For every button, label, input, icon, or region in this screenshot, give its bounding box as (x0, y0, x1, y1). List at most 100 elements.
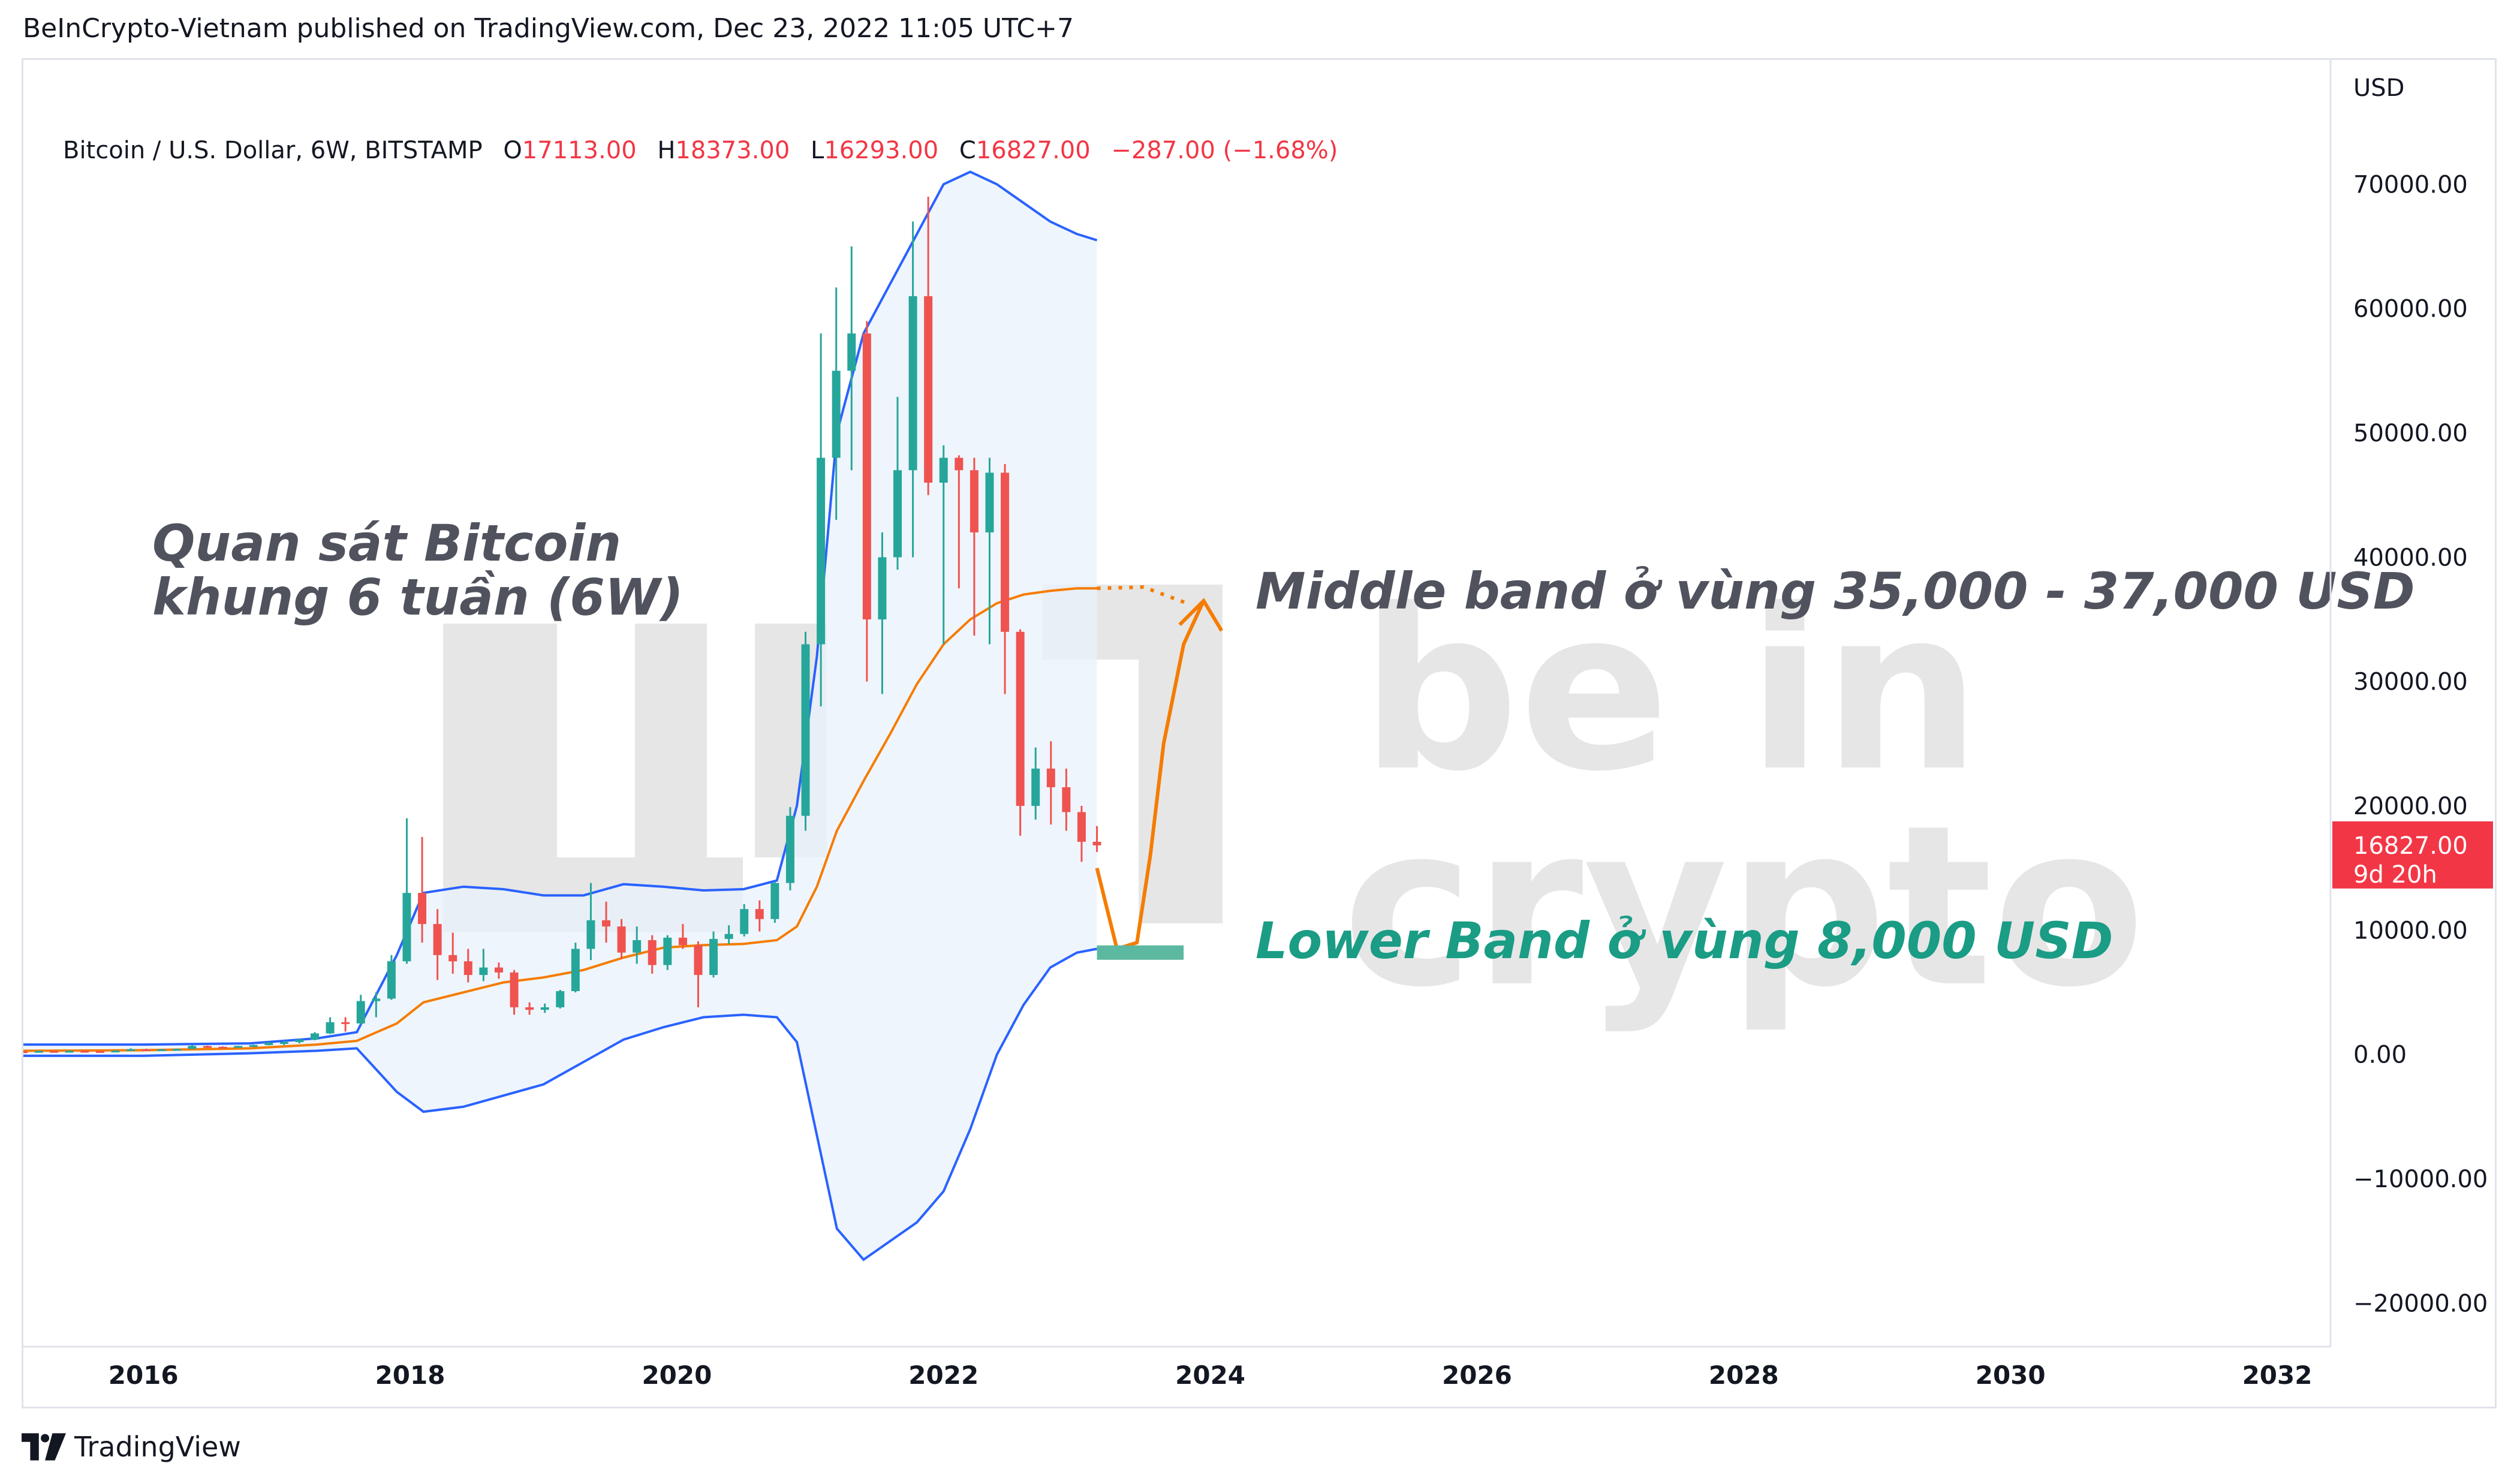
candle-59 (924, 197, 933, 495)
candle-42 (663, 935, 672, 970)
annotation-lower-band: Lower Band ở vùng 8,000 USD (1256, 911, 2113, 970)
candle-body-56 (878, 557, 887, 620)
candle-3 (65, 1050, 74, 1053)
candle-body-37 (586, 920, 595, 949)
candle-38 (602, 901, 611, 943)
annotation-title-line1: Quan sát Bitcoin (152, 514, 621, 573)
candle-31 (494, 962, 503, 979)
candle-body-60 (939, 457, 948, 483)
candle-68 (1062, 768, 1071, 831)
last-price-value: 16827.00 (2353, 832, 2468, 860)
candle-49 (770, 881, 779, 923)
candle-body-65 (1016, 631, 1025, 806)
candle-body-67 (1046, 768, 1055, 787)
y-tick-2: 0.00 (2353, 1041, 2407, 1069)
candle-body-2 (50, 1050, 59, 1053)
x-tick-3: 2022 (908, 1360, 979, 1390)
candle-58 (908, 221, 917, 558)
candle-body-30 (479, 967, 488, 976)
candle-body-3 (65, 1050, 74, 1053)
candle-body-41 (648, 940, 657, 965)
open-value: 17113.00 (522, 137, 637, 164)
high-label: H (657, 137, 676, 164)
candle-body-6 (111, 1050, 120, 1053)
candle-body-34 (540, 1007, 549, 1010)
candle-32 (510, 970, 519, 1015)
candle-2 (50, 1050, 59, 1053)
y-tick-1: −10000.00 (2353, 1166, 2488, 1193)
candle-63 (985, 457, 994, 645)
candle-body-29 (463, 961, 472, 976)
candle-body-47 (740, 909, 749, 934)
candle-11 (188, 1044, 197, 1049)
x-tick-6: 2028 (1709, 1360, 1779, 1390)
candle-25 (402, 818, 411, 964)
candle-body-45 (709, 938, 718, 976)
candle-body-54 (847, 333, 856, 371)
x-tick-1: 2018 (375, 1360, 445, 1390)
x-tick-5: 2026 (1442, 1360, 1512, 1390)
candle-6 (111, 1050, 120, 1053)
candle-body-59 (924, 296, 933, 483)
projection-arrowhead (1178, 598, 1224, 632)
price-axis-currency: USD (2353, 74, 2404, 102)
change-value: −287.00 (−1.68%) (1111, 137, 1338, 164)
watermark-text-line1: be in (1360, 562, 1981, 820)
candle-34 (540, 1003, 549, 1013)
last-price-countdown: 9d 20h (2353, 861, 2437, 889)
candle-body-53 (832, 371, 841, 458)
close-label: C (959, 137, 976, 164)
x-tick-0: 2016 (109, 1360, 179, 1390)
candle-body-27 (433, 924, 442, 955)
projection (1095, 585, 1224, 960)
candle-66 (1031, 747, 1040, 820)
candle-17 (279, 1040, 288, 1045)
chart-frame[interactable]: be in crypto Quan sát Bitcoin khung 6 tuần… (22, 58, 2497, 1408)
candle-body-0 (23, 1051, 28, 1053)
candle-57 (893, 396, 902, 570)
candle-body-1 (34, 1050, 43, 1053)
candle-body-32 (510, 972, 519, 1007)
candle-1 (34, 1050, 43, 1053)
candle-60 (939, 445, 948, 645)
candles (23, 197, 1101, 1053)
candle-62 (970, 457, 979, 636)
candle-39 (617, 919, 626, 959)
candle-body-64 (1001, 472, 1010, 632)
candle-9 (157, 1049, 166, 1052)
candle-30 (479, 949, 488, 982)
candle-body-68 (1062, 787, 1071, 812)
y-tick-6: 40000.00 (2353, 544, 2468, 571)
low-label: L (811, 137, 824, 164)
candle-body-58 (908, 296, 917, 471)
ohlc-legend: Bitcoin / U.S. Dollar, 6W, BITSTAMP O171… (63, 137, 1338, 164)
candle-69 (1077, 806, 1086, 862)
candle-body-31 (494, 967, 503, 973)
candle-body-9 (157, 1049, 166, 1052)
lower-band-zone-marker (1097, 945, 1184, 960)
candle-19 (311, 1032, 320, 1040)
candle-45 (709, 931, 718, 978)
candle-body-13 (218, 1046, 227, 1049)
last-price-tag (2332, 821, 2493, 889)
candle-5 (95, 1050, 104, 1053)
candle-13 (218, 1046, 227, 1049)
candle-33 (525, 1002, 534, 1015)
candle-51 (801, 631, 810, 831)
candle-67 (1046, 741, 1055, 825)
candle-body-50 (785, 815, 794, 883)
candle-body-42 (663, 937, 672, 965)
candle-body-48 (755, 909, 764, 919)
candle-body-33 (525, 1007, 534, 1010)
footer: TradingView (22, 1429, 241, 1465)
candle-70 (1092, 826, 1101, 852)
open-label: O (503, 137, 522, 164)
symbol-label: Bitcoin / U.S. Dollar, 6W, BITSTAMP (63, 137, 483, 164)
candle-26 (418, 836, 427, 943)
candle-body-22 (356, 1001, 365, 1024)
candle-50 (785, 807, 794, 891)
lower-band-line (23, 947, 1097, 1262)
candle-27 (433, 909, 442, 980)
candle-body-20 (326, 1022, 335, 1034)
